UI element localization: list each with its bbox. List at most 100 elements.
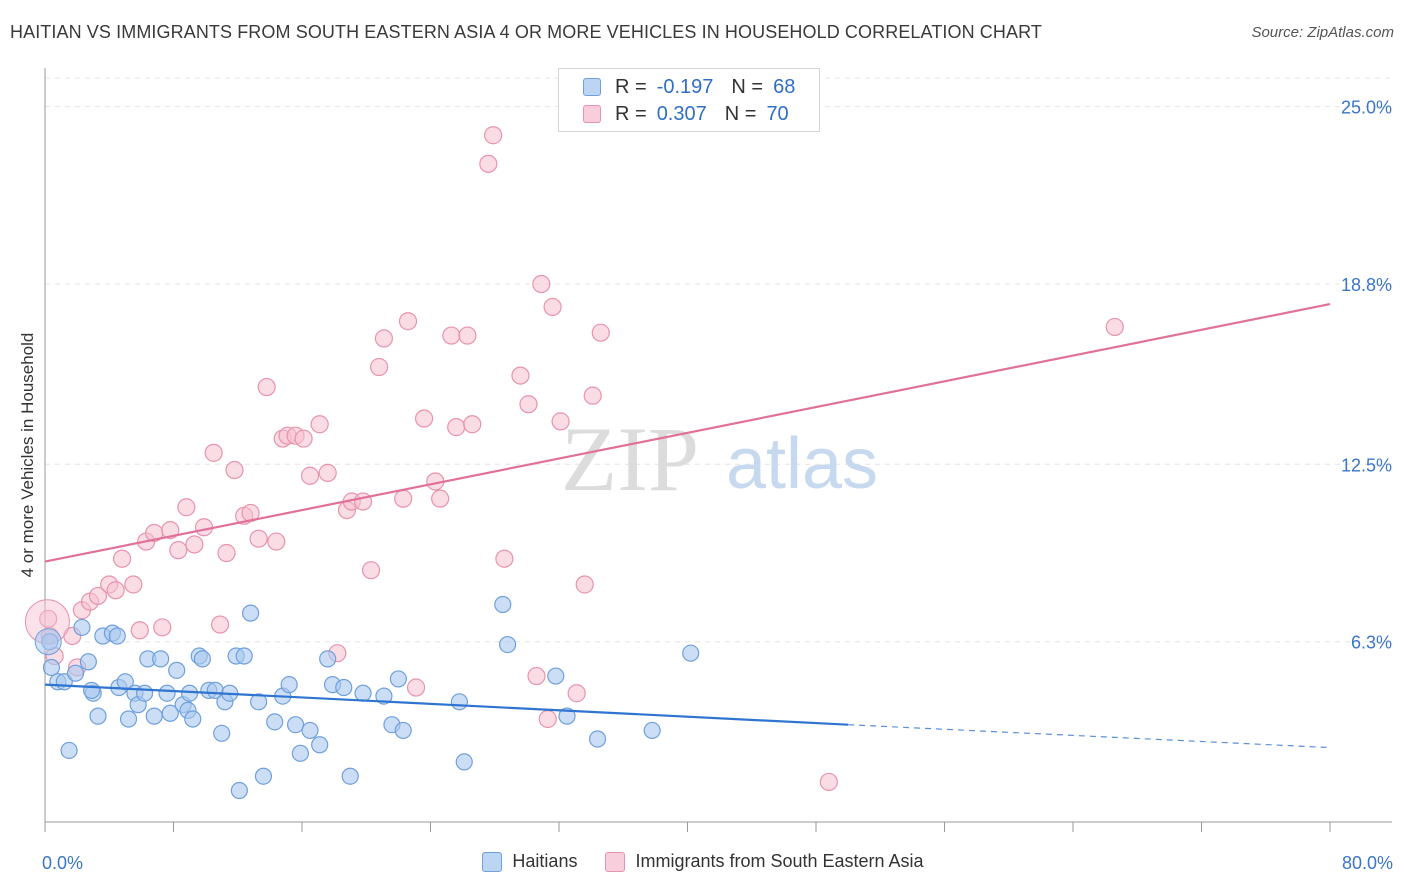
data-point-haitians [291, 744, 309, 762]
data-point-haitians [193, 650, 212, 668]
data-point-haitians [254, 767, 273, 785]
data-point-sea [300, 466, 320, 485]
y-tick-label: 18.8% [1341, 275, 1392, 295]
data-point-haitians [280, 676, 298, 694]
data-point-sea [185, 535, 204, 554]
data-point-sea [361, 561, 381, 580]
data-point-sea [495, 549, 514, 568]
data-point-haitians [375, 687, 393, 705]
data-point-sea [551, 412, 570, 431]
data-point-sea [527, 666, 546, 686]
data-point-haitians [494, 595, 512, 614]
data-point-sea [414, 409, 434, 428]
x-tick-label-min: 0.0% [42, 853, 83, 873]
data-point-haitians [394, 721, 412, 740]
grid-lines [45, 77, 1392, 643]
legend-item-sea[interactable]: Immigrants from South Eastern Asia [605, 851, 924, 872]
data-point-sea [394, 489, 413, 508]
data-point-haitians [161, 704, 179, 722]
data-point-sea [575, 575, 594, 594]
data-point-haitians [66, 664, 85, 682]
data-point-sea [532, 274, 551, 294]
data-point-sea [484, 126, 503, 145]
trend-line-haitians-extension [848, 724, 1331, 749]
y-tick-label: 25.0% [1341, 98, 1392, 118]
legend-row-sea: R = 0.307 N = 70 [583, 102, 789, 126]
data-point-sea [458, 326, 477, 345]
data-point-sea [153, 618, 172, 637]
data-point-haitians [643, 721, 661, 740]
data-point-haitians [389, 670, 407, 688]
legend-n-label: N = [724, 102, 757, 125]
data-point-haitians [158, 684, 176, 702]
data-point-sea [370, 357, 389, 377]
data-point-sea [106, 581, 125, 600]
legend-swatch-sea [583, 105, 601, 123]
series-legend: Haitians Immigrants from South Eastern A… [0, 851, 1406, 872]
legend-n-label: N = [731, 75, 764, 98]
data-point-sea [519, 395, 538, 414]
data-point-haitians [119, 710, 138, 728]
data-point-haitians [266, 713, 284, 731]
data-point-haitians [682, 644, 700, 662]
data-point-haitians [168, 661, 186, 679]
data-point-haitians [108, 627, 126, 645]
trend-line-sea [44, 302, 1331, 563]
data-point-haitians [60, 741, 78, 760]
tick-labels: 6.3% 12.5% 18.8% 25.0% 0.0% 80.0% [42, 98, 1393, 873]
legend-r-value: -0.197 [656, 75, 714, 98]
data-point-sea [249, 529, 268, 548]
data-point-sea [194, 518, 214, 537]
chart-title: HAITIAN VS IMMIGRANTS FROM SOUTH EASTERN… [10, 22, 1042, 42]
data-point-sea [124, 575, 143, 594]
legend-swatch-sea [605, 851, 626, 872]
data-point-haitians [286, 716, 305, 734]
data-point-sea [543, 297, 562, 317]
data-point-haitians [145, 707, 163, 725]
data-point-haitians [184, 710, 202, 728]
data-point-sea [591, 323, 610, 342]
legend-n-value: 70 [766, 102, 789, 125]
legend-swatch-haitians [583, 78, 601, 96]
data-point-sea [1105, 317, 1124, 337]
data-point-sea [447, 418, 466, 437]
legend-label-haitians: Haitians [512, 851, 578, 871]
data-point-sea [431, 489, 450, 508]
data-point-sea [161, 521, 180, 540]
source-label: Source: ZipAtlas.com [1251, 24, 1394, 41]
legend-n-value: 68 [773, 75, 796, 98]
data-point-sea [318, 463, 337, 482]
data-point-haitians [319, 650, 337, 668]
data-point-sea [225, 460, 244, 480]
data-point-haitians [499, 635, 517, 654]
data-point-haitians [242, 604, 260, 622]
data-point-haitians [152, 650, 170, 668]
data-point-haitians [335, 678, 353, 697]
trend-lines [44, 302, 1331, 749]
series-haitians-points [34, 595, 700, 800]
y-tick-label: 6.3% [1351, 633, 1392, 653]
data-point-sea [257, 377, 276, 397]
data-point-haitians [82, 681, 101, 699]
data-point-haitians [311, 736, 329, 754]
correlation-legend: R = -0.197 N = 68 R = 0.307 N = 70 [558, 68, 820, 132]
data-point-sea [463, 415, 482, 434]
data-point-haitians [89, 707, 107, 725]
data-point-sea [217, 543, 236, 563]
legend-r-value: 0.307 [656, 102, 707, 125]
data-point-sea [267, 532, 286, 551]
data-point-haitians [73, 618, 91, 637]
data-point-haitians [450, 693, 469, 711]
data-point-haitians [341, 767, 359, 785]
x-tick-label-max: 80.0% [1342, 853, 1393, 873]
data-point-haitians [79, 653, 97, 671]
data-point-sea [567, 684, 586, 703]
legend-r-label: R = [615, 102, 647, 125]
data-point-haitians [135, 684, 154, 702]
legend-item-haitians[interactable]: Haitians [482, 851, 577, 872]
data-point-haitians [588, 730, 607, 748]
data-point-sea [112, 549, 132, 568]
watermark-atlas: atlas [726, 424, 878, 504]
data-point-sea [210, 615, 230, 634]
